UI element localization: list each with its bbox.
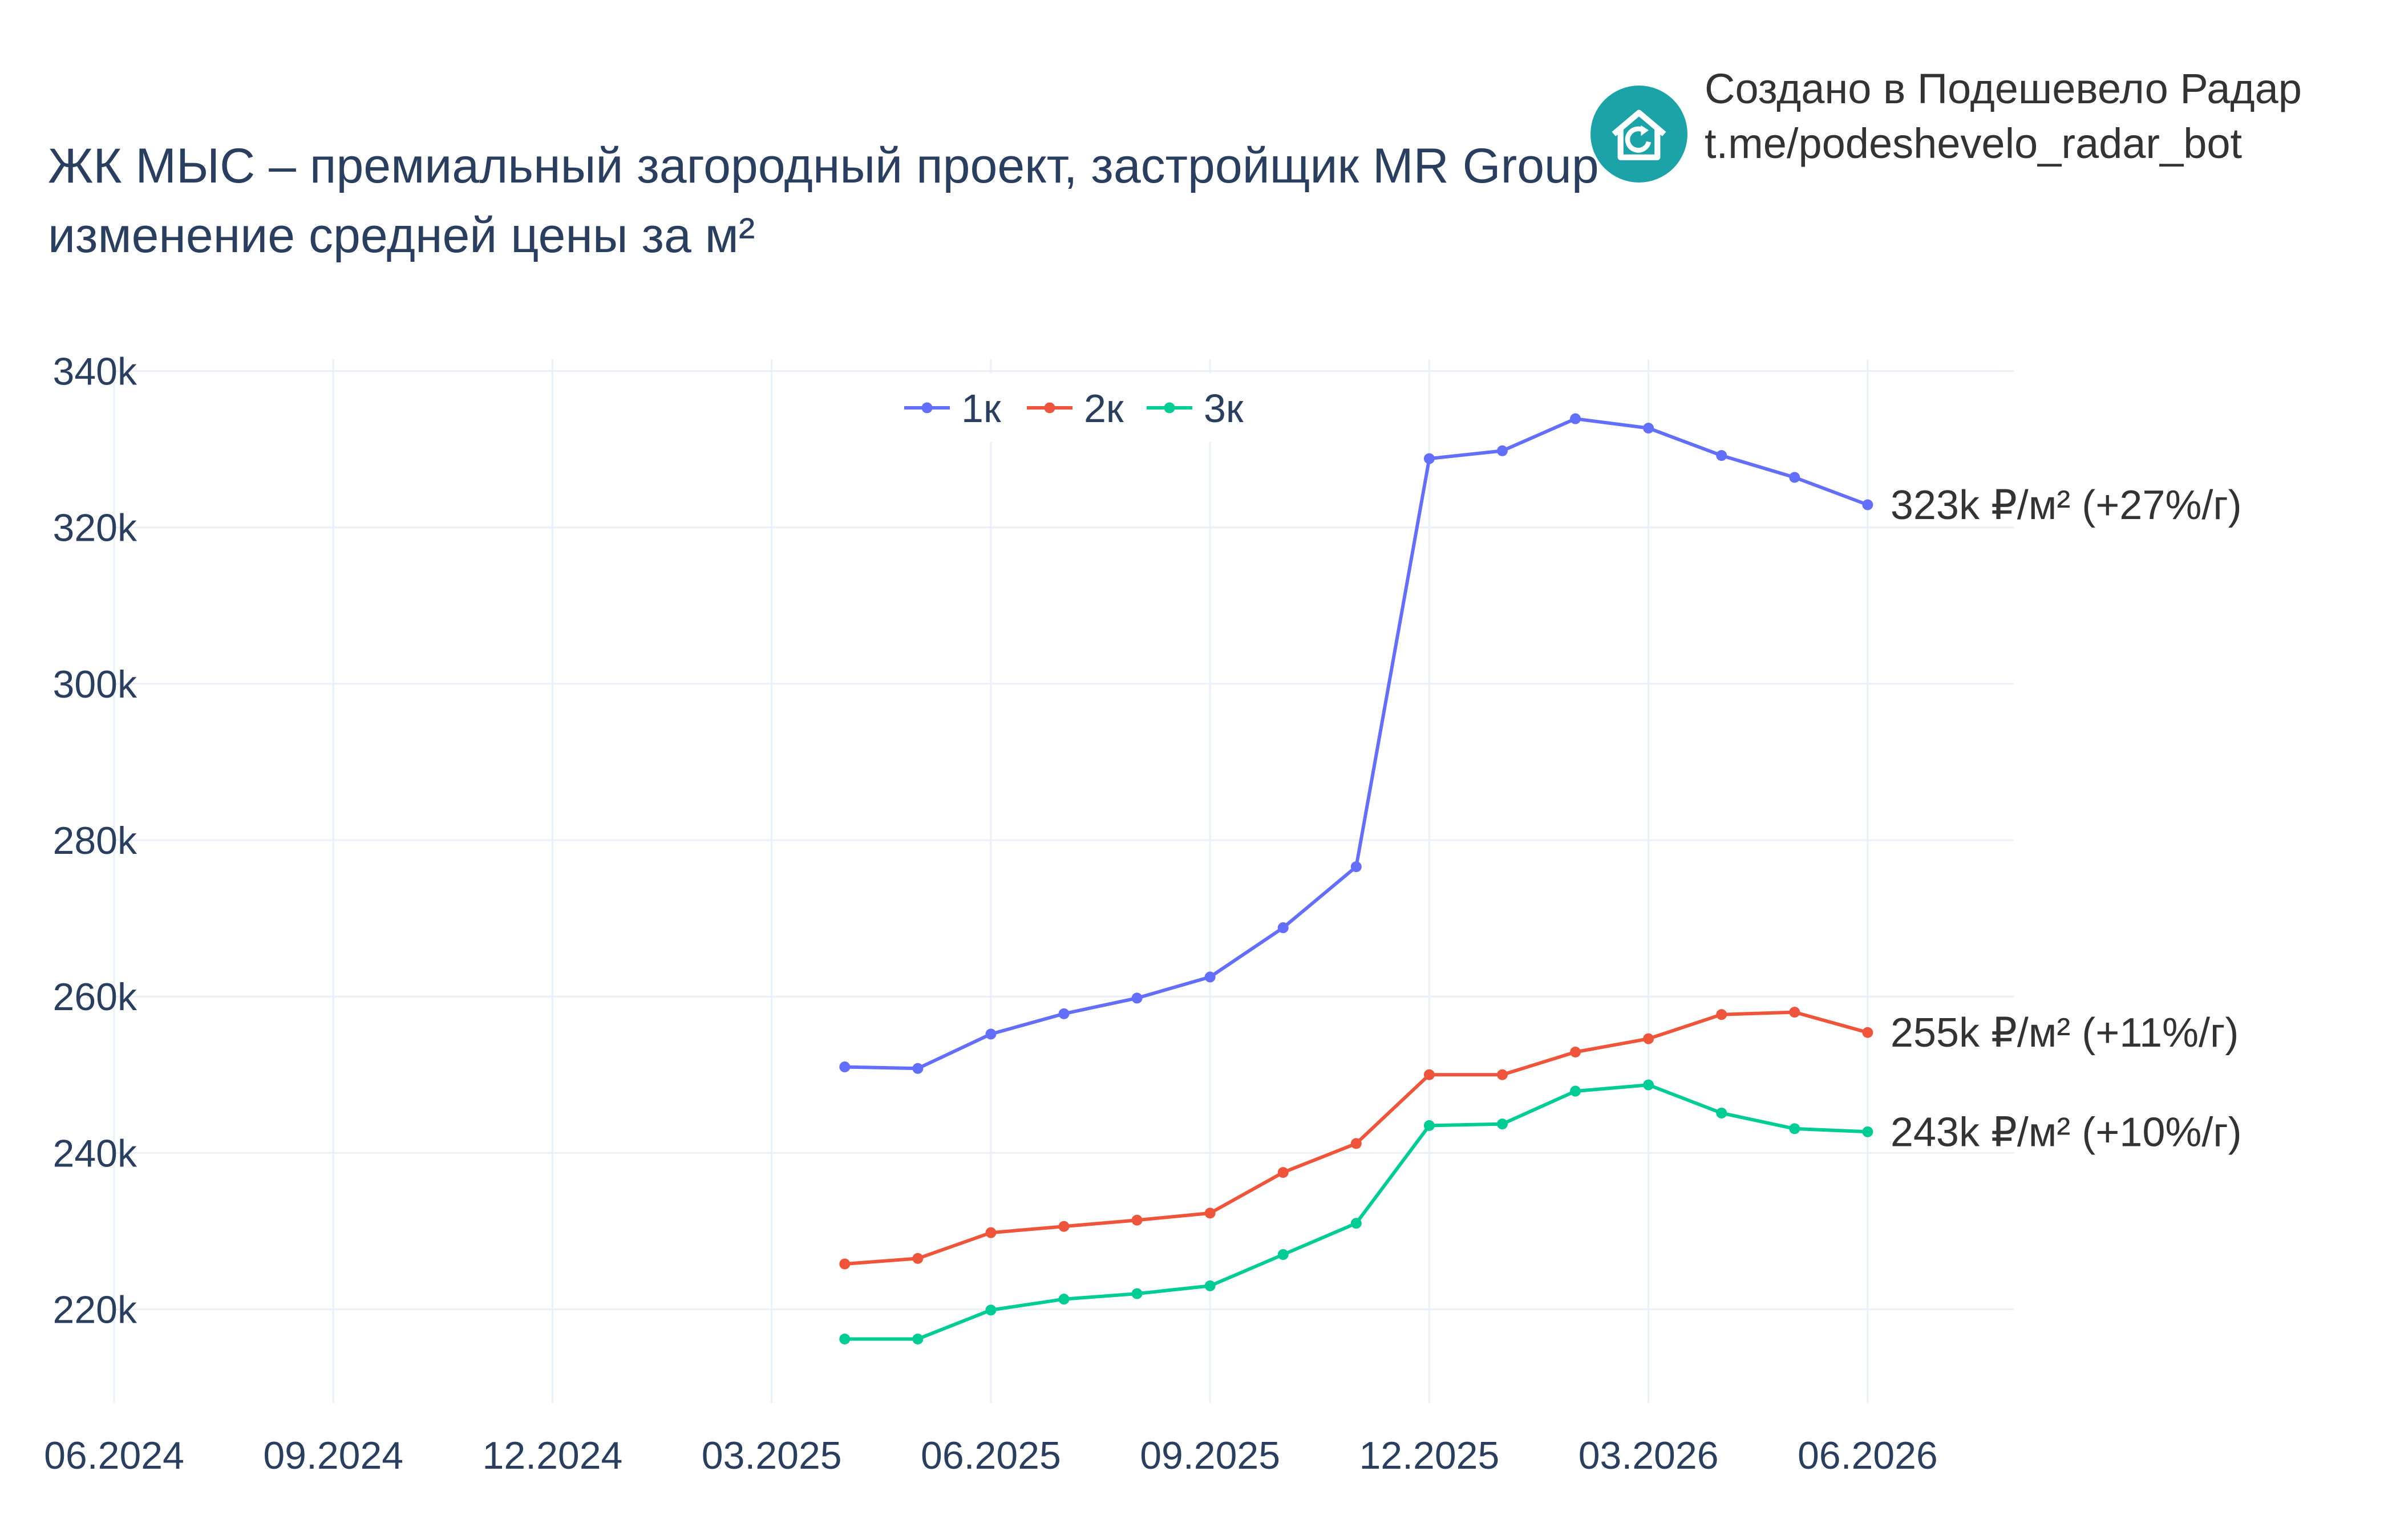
data-point-1к (839, 1061, 851, 1073)
data-point-3к (1277, 1249, 1289, 1261)
data-point-1к (1716, 450, 1727, 461)
x-tick-label: 12.2024 (483, 1434, 623, 1477)
data-point-1к (1277, 922, 1289, 934)
series-line-3к (844, 1083, 1868, 1341)
data-point-2к (1131, 1214, 1143, 1226)
data-point-2к (1350, 1138, 1362, 1149)
end-value-label: 323k ₽/м² (+27%/г) (1891, 483, 2242, 528)
data-point-3к (985, 1304, 997, 1316)
data-point-3к (912, 1334, 924, 1345)
legend-swatch-marker (1164, 402, 1175, 414)
logo-refresh-arrow (1641, 125, 1649, 136)
data-point-3к (1204, 1280, 1216, 1291)
legend-label: 1к (961, 386, 1001, 431)
series-line-1к (844, 417, 1868, 1071)
data-point-2к (985, 1227, 997, 1238)
data-point-2к (1862, 1027, 1873, 1038)
data-point-3к (1643, 1079, 1654, 1091)
data-point-2к (1204, 1207, 1216, 1219)
data-point-3к (1716, 1107, 1727, 1118)
x-tick-label: 09.2024 (263, 1434, 403, 1477)
x-tick-label: 06.2025 (921, 1434, 1061, 1477)
data-point-1к (1789, 472, 1800, 483)
credit-link[interactable]: t.me/podeshevelo_radar_bot (1705, 120, 2243, 167)
data-point-2к (912, 1253, 924, 1264)
data-point-1к (1643, 423, 1654, 434)
x-tick-label: 09.2025 (1140, 1434, 1280, 1477)
legend-swatch-marker (1044, 402, 1055, 414)
data-point-1к (985, 1028, 997, 1040)
data-point-3к (1423, 1120, 1435, 1131)
y-tick-label: 280k (53, 819, 137, 862)
data-point-1к (1058, 1008, 1070, 1019)
y-tick-label: 220k (53, 1288, 137, 1332)
data-point-2к (1058, 1221, 1070, 1232)
data-point-3к (1496, 1118, 1508, 1130)
data-point-1к (912, 1063, 924, 1074)
chart-title: ЖК МЫС – премиальный загородный проект, … (48, 131, 1599, 270)
x-tick-label: 03.2026 (1579, 1434, 1719, 1477)
y-tick-label: 300k (53, 663, 137, 706)
chart-subtitle: изменение средней цены за м² (48, 208, 755, 263)
end-value-label: 243k ₽/м² (+10%/г) (1891, 1109, 2242, 1155)
logo-refresh (1625, 126, 1652, 153)
legend-label: 3к (1204, 386, 1244, 431)
data-point-1к (1350, 861, 1362, 873)
data-point-1к (1496, 445, 1508, 456)
data-point-3к (1789, 1123, 1800, 1134)
data-point-2к (1643, 1033, 1654, 1044)
end-value-label: 255k ₽/м² (+11%/г) (1891, 1010, 2239, 1056)
data-point-3к (839, 1334, 851, 1345)
logo-circle (1590, 86, 1687, 183)
data-point-3к (1350, 1218, 1362, 1229)
credit-line: Создано в Подешевело Радар (1705, 65, 2302, 112)
data-point-1к (1131, 992, 1143, 1004)
legend-label: 2к (1084, 386, 1124, 431)
x-tick-label: 06.2026 (1798, 1434, 1938, 1477)
y-tick-label: 260k (53, 975, 137, 1019)
data-point-1к (1570, 413, 1581, 424)
legend-swatch-marker (921, 402, 933, 414)
data-point-2к (1716, 1009, 1727, 1020)
chart-title-line1: ЖК МЫС – премиальный загородный проект, … (48, 139, 1599, 193)
legend-background (893, 374, 1286, 442)
data-point-2к (1423, 1069, 1435, 1080)
data-point-3к (1570, 1085, 1581, 1097)
data-point-2к (1496, 1069, 1508, 1080)
data-point-1к (1423, 453, 1435, 464)
y-tick-label: 340k (53, 350, 137, 394)
data-point-2к (1570, 1047, 1581, 1058)
data-point-1к (1204, 971, 1216, 983)
data-point-2к (1789, 1007, 1800, 1018)
house-refresh-icon (1590, 86, 1687, 183)
credit-block: Создано в Подешевело Радар t.me/podeshev… (1705, 62, 2302, 171)
data-point-3к (1862, 1126, 1873, 1137)
data-point-3к (1058, 1294, 1070, 1305)
data-point-2к (839, 1258, 851, 1270)
y-tick-label: 320k (53, 506, 137, 550)
x-tick-label: 03.2025 (702, 1434, 842, 1477)
x-tick-label: 06.2024 (44, 1434, 184, 1477)
x-tick-label: 12.2025 (1359, 1434, 1499, 1477)
data-point-1к (1862, 499, 1873, 510)
logo-house (1612, 110, 1666, 160)
y-tick-label: 240k (53, 1132, 137, 1175)
data-point-3к (1131, 1288, 1143, 1299)
data-point-2к (1277, 1167, 1289, 1178)
